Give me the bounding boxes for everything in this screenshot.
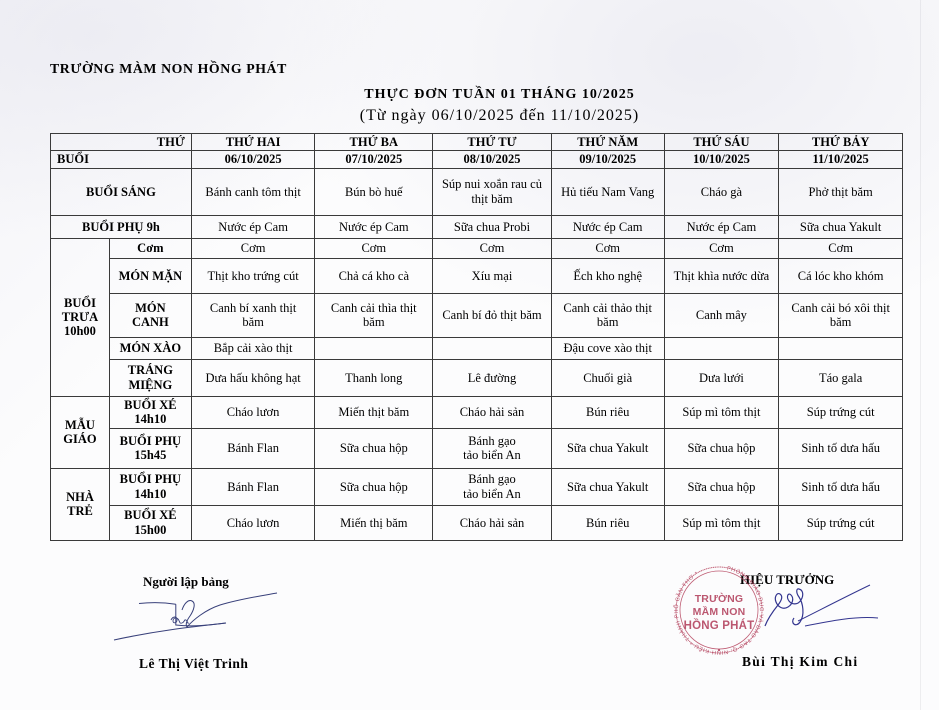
svg-text:MẦM NON: MẦM NON [693,605,746,618]
svg-text:HỒNG PHÁT: HỒNG PHÁT [684,619,755,632]
svg-text:TRƯỜNG: TRƯỜNG [695,592,744,605]
